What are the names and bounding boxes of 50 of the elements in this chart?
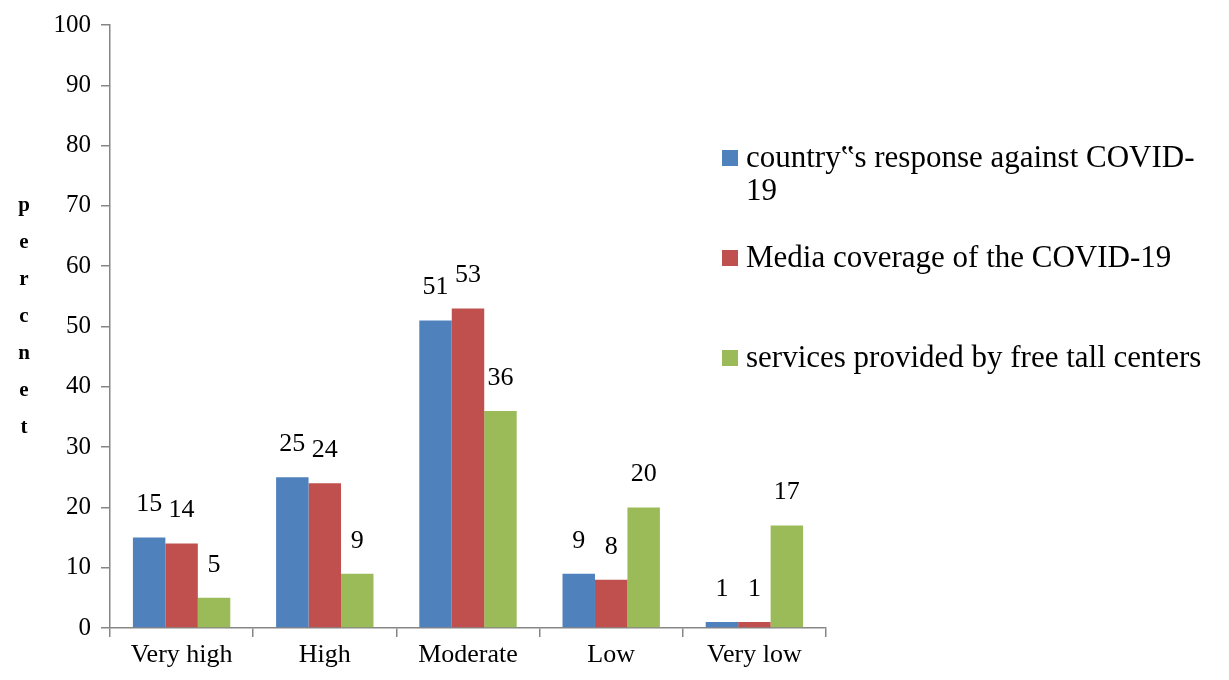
bar xyxy=(451,308,485,628)
x-tick-label: Very high xyxy=(130,639,233,669)
data-label: 15 xyxy=(136,488,163,518)
bar xyxy=(562,573,595,628)
y-tick-label: 10 xyxy=(66,552,91,580)
data-label: 51 xyxy=(422,271,449,301)
bar xyxy=(276,477,309,628)
data-label: 5 xyxy=(207,548,221,578)
x-tick-label: Very low xyxy=(707,639,802,669)
bar xyxy=(419,320,452,628)
bar xyxy=(341,573,374,628)
y-tick-label: 20 xyxy=(66,491,91,519)
bar xyxy=(738,621,771,628)
y-tick-label: 100 xyxy=(53,9,91,37)
x-tick-label: Moderate xyxy=(418,639,518,669)
y-tick-label: 50 xyxy=(66,311,91,339)
bar xyxy=(484,410,517,628)
data-label: 20 xyxy=(630,458,657,488)
y-tick-label: 70 xyxy=(66,190,91,218)
x-tick-label: High xyxy=(298,639,351,669)
bar xyxy=(132,537,166,628)
data-label: 9 xyxy=(350,524,364,554)
bar xyxy=(770,525,804,628)
y-tick-label: 60 xyxy=(66,250,91,278)
data-label: 1 xyxy=(747,572,761,602)
legend-label: country‟s response against COVID-19 xyxy=(746,139,1196,207)
data-label: 25 xyxy=(279,428,306,458)
data-label: 1 xyxy=(715,572,729,602)
legend-label: Media coverage of the COVID-19 xyxy=(746,239,1173,274)
y-tick-label: 40 xyxy=(66,371,91,399)
bar xyxy=(594,579,628,628)
data-label: 14 xyxy=(168,494,195,524)
y-axis-title: percnet xyxy=(12,192,36,451)
bar xyxy=(627,507,660,628)
y-tick-label: 90 xyxy=(66,69,91,97)
data-label: 36 xyxy=(487,361,514,391)
data-label: 24 xyxy=(311,434,338,464)
data-label: 8 xyxy=(604,530,618,560)
x-tick-label: Low xyxy=(587,639,636,669)
data-label: 53 xyxy=(455,259,481,289)
bar xyxy=(165,543,198,628)
bar xyxy=(197,597,231,628)
y-tick-label: 30 xyxy=(66,431,91,459)
y-tick-label: 0 xyxy=(78,612,91,640)
y-tick-label: 80 xyxy=(66,130,91,158)
data-label: 17 xyxy=(773,476,800,506)
bar xyxy=(705,621,739,628)
legend-label: services provided by free tall centers xyxy=(746,339,1203,374)
data-label: 9 xyxy=(572,524,586,554)
bar xyxy=(308,483,342,628)
